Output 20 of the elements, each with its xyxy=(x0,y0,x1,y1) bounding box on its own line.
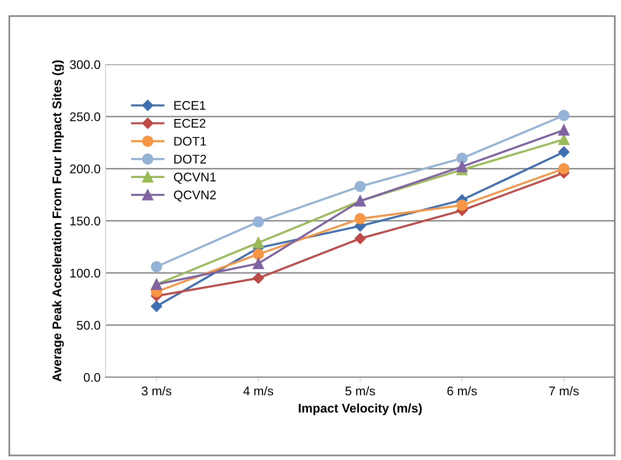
legend-label: DOT2 xyxy=(174,154,206,164)
legend-label: QCVN1 xyxy=(174,172,216,184)
x-tick-label: 6 m/s xyxy=(447,386,477,396)
legend-label: ECE1 xyxy=(174,101,206,110)
x-tick-label: 7 m/s xyxy=(549,386,579,396)
y-tick-label: 150.0 xyxy=(70,216,100,226)
y-tick-label: 250.0 xyxy=(70,112,100,122)
x-axis-title: Impact Velocity (m/s) xyxy=(298,403,422,416)
y-tick-label: 100.0 xyxy=(70,268,100,278)
x-tick-label: 5 m/s xyxy=(345,386,376,396)
x-tick-label: 3 m/s xyxy=(142,386,172,396)
y-axis-title: Average Peak Acceleration From Four Impact Sites (g) xyxy=(52,60,64,382)
legend-label: DOT1 xyxy=(174,136,206,146)
x-tick-label: 4 m/s xyxy=(243,386,274,396)
y-tick-label: 300.0 xyxy=(70,60,100,70)
legend-label: QCVN2 xyxy=(174,190,216,202)
y-tick-label: 200.0 xyxy=(70,164,100,174)
legend-label: ECE2 xyxy=(174,118,206,128)
y-tick-label: 50.0 xyxy=(76,320,100,330)
y-tick-label: 0.0 xyxy=(84,373,100,382)
